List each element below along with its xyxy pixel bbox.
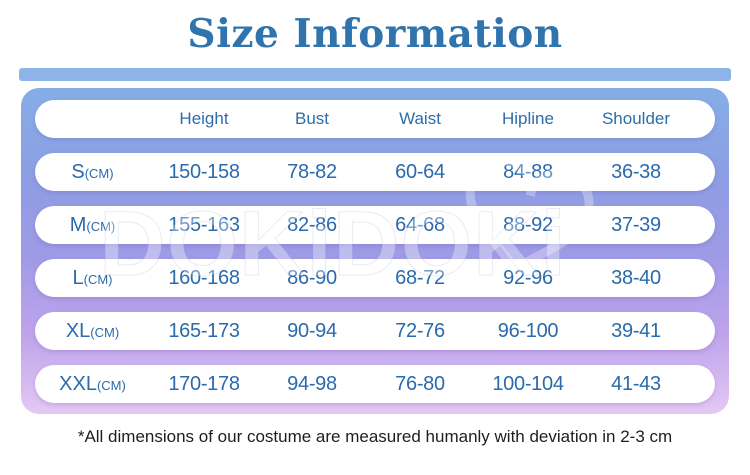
size-label-xl: XL(CM) [35,320,150,343]
size-unit: (CM) [96,377,126,393]
table-row-xxl: XXL(CM) 170-178 94-98 76-80 100-104 41-4… [35,365,715,403]
cell-height: 160-168 [168,266,240,289]
column-header-waist: Waist [399,109,441,128]
cell-height: 165-173 [168,319,240,342]
size-name: L [72,266,84,289]
table-header-row: Height Bust Waist Hipline Shoulder [35,100,715,138]
cell-hipline: 92-96 [503,266,553,289]
size-label-m: M(CM) [35,214,150,237]
cell-waist: 60-64 [395,160,445,183]
cell-shoulder: 37-39 [611,213,661,236]
cell-shoulder: 38-40 [611,266,661,289]
size-table-panel: Height Bust Waist Hipline Shoulder S(CM)… [21,88,729,414]
page-title: Size Information [187,11,563,57]
column-header-hipline: Hipline [502,109,554,128]
size-label-s: S(CM) [35,161,150,184]
size-name: XXL [59,372,97,395]
cell-hipline: 100-104 [492,372,564,395]
size-unit: (CM) [84,165,114,181]
size-unit: (CM) [90,324,120,340]
cell-bust: 78-82 [287,160,337,183]
size-unit: (CM) [83,271,113,287]
footnote: *All dimensions of our costume are measu… [77,427,673,446]
table-row-l: L(CM) 160-168 86-90 68-72 92-96 38-40 [35,259,715,297]
table-row-m: M(CM) 155-163 82-86 64-68 88-92 37-39 [35,206,715,244]
size-name: M [69,213,87,236]
table-row-xl: XL(CM) 165-173 90-94 72-76 96-100 39-41 [35,312,715,350]
column-header-bust: Bust [294,109,330,128]
cell-waist: 72-76 [395,319,445,342]
cell-hipline: 84-88 [503,160,553,183]
cell-bust: 82-86 [287,213,337,236]
cell-shoulder: 41-43 [611,372,661,395]
table-row-s: S(CM) 150-158 78-82 60-64 84-88 36-38 [35,153,715,191]
cell-waist: 64-68 [395,213,445,236]
size-chart-page: Size Information Height Bust Waist Hipli… [0,12,750,475]
size-label-l: L(CM) [35,267,150,290]
divider-band [19,68,731,81]
size-unit: (CM) [86,218,116,234]
cell-height: 170-178 [168,372,240,395]
size-label-xxl: XXL(CM) [35,373,150,396]
size-name: S [71,160,85,183]
cell-hipline: 88-92 [503,213,553,236]
size-name: XL [65,319,91,342]
cell-shoulder: 39-41 [611,319,661,342]
cell-hipline: 96-100 [497,319,559,342]
column-header-shoulder: Shoulder [601,109,671,128]
column-header-height: Height [179,109,229,128]
cell-height: 150-158 [168,160,240,183]
cell-shoulder: 36-38 [611,160,661,183]
cell-bust: 86-90 [287,266,337,289]
cell-height: 155-163 [168,213,240,236]
cell-waist: 76-80 [395,372,445,395]
cell-bust: 94-98 [287,372,337,395]
cell-waist: 68-72 [395,266,445,289]
cell-bust: 90-94 [287,319,337,342]
